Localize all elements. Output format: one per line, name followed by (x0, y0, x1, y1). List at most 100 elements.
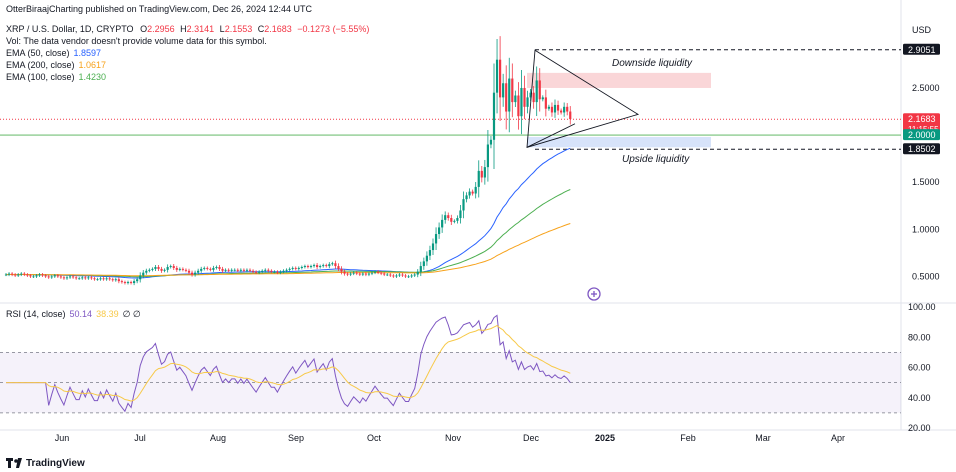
horizontal-lines (0, 49, 901, 150)
candle-body (550, 106, 554, 113)
candle-body (477, 170, 480, 187)
candle-body (44, 275, 47, 277)
candle-body (322, 265, 325, 267)
symbol-name: XRP / U.S. Dollar, 1D, CRYPTO (6, 24, 134, 34)
candle-body (32, 276, 35, 278)
price-tag-bg (903, 129, 940, 141)
price-tick-label: 1.0000 (912, 224, 940, 234)
rsi-ma-line (6, 325, 571, 402)
candle-body (111, 279, 114, 281)
time-tick-label: Jul (134, 433, 146, 443)
candle-body (346, 273, 349, 275)
candle-body (282, 270, 285, 272)
candle-body (486, 144, 489, 168)
volume-note: Vol: The data vendor doesn't provide vol… (6, 36, 267, 46)
candle-body (26, 274, 29, 276)
candle-body (413, 274, 416, 276)
candle-body (364, 273, 367, 275)
candle-body (343, 271, 346, 274)
add-indicator-icon[interactable] (587, 287, 601, 301)
time-tick-label: Mar (755, 433, 771, 443)
rsi-axis[interactable]: 100.00 80.00 60.00 40.00 20.00 (908, 302, 936, 433)
ema100-legend[interactable]: EMA (100, close) 1.4230 (6, 72, 106, 82)
candle-body (72, 276, 75, 278)
candle-body (276, 271, 279, 273)
candle-body (456, 218, 459, 221)
price-tag-label: 2.0000 (908, 130, 936, 140)
candle-body (151, 268, 154, 270)
candle-body (157, 267, 160, 269)
candle-body (230, 269, 233, 271)
symmetrical-triangle-drawing[interactable] (526, 49, 640, 148)
candle-body (120, 281, 123, 283)
time-tick-label: Feb (680, 433, 696, 443)
time-axis[interactable]: Jun Jul Aug Sep Oct Nov Dec 2025 Feb Mar Apr (55, 433, 845, 443)
price-axis[interactable]: 0.5000 1.0000 1.5000 2.5000 (912, 83, 940, 281)
rsi-legend[interactable]: RSI (14, close) 50.14 38.39 ∅ ∅ (6, 309, 141, 319)
candle-body (483, 167, 486, 178)
candle-body (133, 281, 136, 284)
candle-body (526, 97, 529, 107)
ema200-line (5, 223, 571, 277)
candle-body (194, 272, 197, 275)
rsi-tick-label: 40.00 (908, 393, 931, 403)
candle-body (380, 272, 383, 274)
price-tag-label: 2.1683 (908, 114, 936, 124)
candle-body (386, 274, 389, 276)
candle-body (407, 276, 410, 278)
candle-body (139, 275, 142, 280)
candle-body (65, 277, 69, 279)
candle-body (431, 243, 435, 251)
candle-body (56, 275, 59, 277)
candle-body (465, 195, 468, 200)
candle-body (340, 268, 343, 272)
ema200-legend[interactable]: EMA (200, close) 1.0617 (6, 60, 106, 70)
candle-body (511, 78, 514, 103)
candle-body (492, 92, 496, 140)
time-tick-label: Aug (210, 433, 226, 443)
candle-body (221, 268, 224, 271)
candle-body (419, 266, 422, 272)
candle-body (41, 274, 44, 276)
candle-body (279, 271, 282, 273)
candle-body (29, 275, 32, 277)
candle-body (38, 274, 41, 276)
time-tick-label: Oct (367, 433, 382, 443)
upside-liquidity-label: Upside liquidity (622, 154, 690, 165)
candle-body (126, 282, 130, 284)
candle-body (441, 219, 444, 228)
symbol-line: XRP / U.S. Dollar, 1D, CRYPTO O2.2956 H2… (6, 24, 369, 34)
candle-body (209, 268, 212, 270)
rsi-tick-label: 100.00 (908, 302, 936, 312)
candle-body (447, 215, 450, 219)
candle-body (236, 269, 239, 271)
candle-body (90, 277, 93, 279)
candlesticks (4, 36, 572, 286)
candle-body (62, 277, 66, 279)
triangle-lower-trendline (526, 123, 576, 148)
time-tick-label: Jun (55, 433, 70, 443)
candle-body (187, 270, 191, 273)
candle-body (206, 267, 209, 269)
candle-body (291, 267, 294, 269)
candle-body (535, 80, 538, 103)
candle-body (35, 275, 38, 277)
candle-body (270, 270, 273, 272)
candle-body (288, 268, 291, 270)
candle-body (450, 218, 453, 222)
price-tag-bg (903, 43, 940, 55)
candle-body (75, 277, 78, 279)
candle-body (349, 273, 352, 275)
candle-body (383, 273, 386, 275)
upside-liquidity-zone (527, 136, 711, 148)
ema50-legend[interactable]: EMA (50, close) 1.8597 (6, 48, 101, 58)
candle-body (258, 271, 261, 273)
candle-body (438, 227, 441, 235)
candle-body (17, 274, 20, 276)
candle-body (514, 95, 517, 103)
candle-body (245, 269, 249, 271)
ema-lines (5, 147, 571, 279)
candle-body (489, 139, 493, 145)
candle-body (142, 272, 145, 276)
